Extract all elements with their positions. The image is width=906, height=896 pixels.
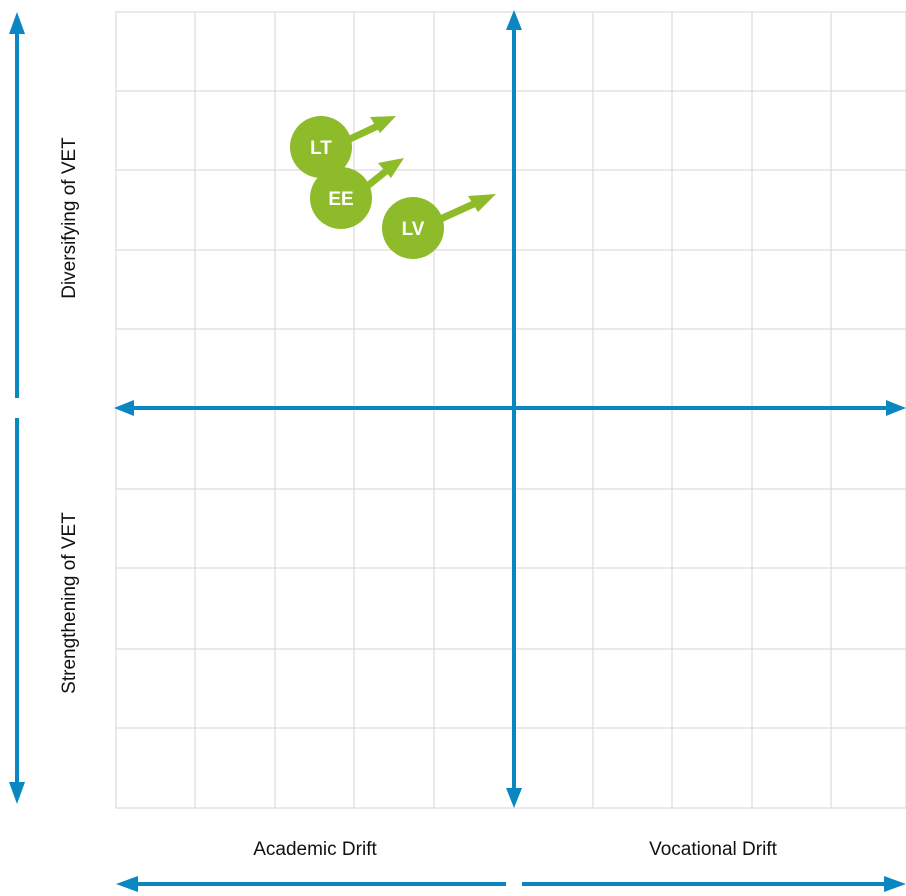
country-code-ee: EE (328, 189, 353, 210)
grid-frame (115, 11, 906, 809)
bottom-right-arrow (522, 876, 906, 892)
academic-drift-label: Academic Drift (253, 839, 377, 860)
country-code-lv: LV (402, 219, 425, 240)
grid-horizontal-lines (116, 90, 906, 729)
country-marker-lv: LV (382, 194, 496, 259)
strengthening-label: Strengthening of VET (59, 512, 80, 694)
country-marker-ee: EE (310, 158, 404, 229)
bottom-left-arrow (116, 876, 506, 892)
central-horizontal-axis (114, 400, 906, 416)
vocational-drift-label: Vocational Drift (649, 839, 778, 860)
diversifying-label: Diversifying of VET (59, 137, 80, 299)
left-up-arrow (9, 12, 25, 398)
left-down-arrow (9, 418, 25, 804)
country-marker-lt: LT (290, 116, 396, 178)
country-code-lt: LT (310, 138, 332, 159)
